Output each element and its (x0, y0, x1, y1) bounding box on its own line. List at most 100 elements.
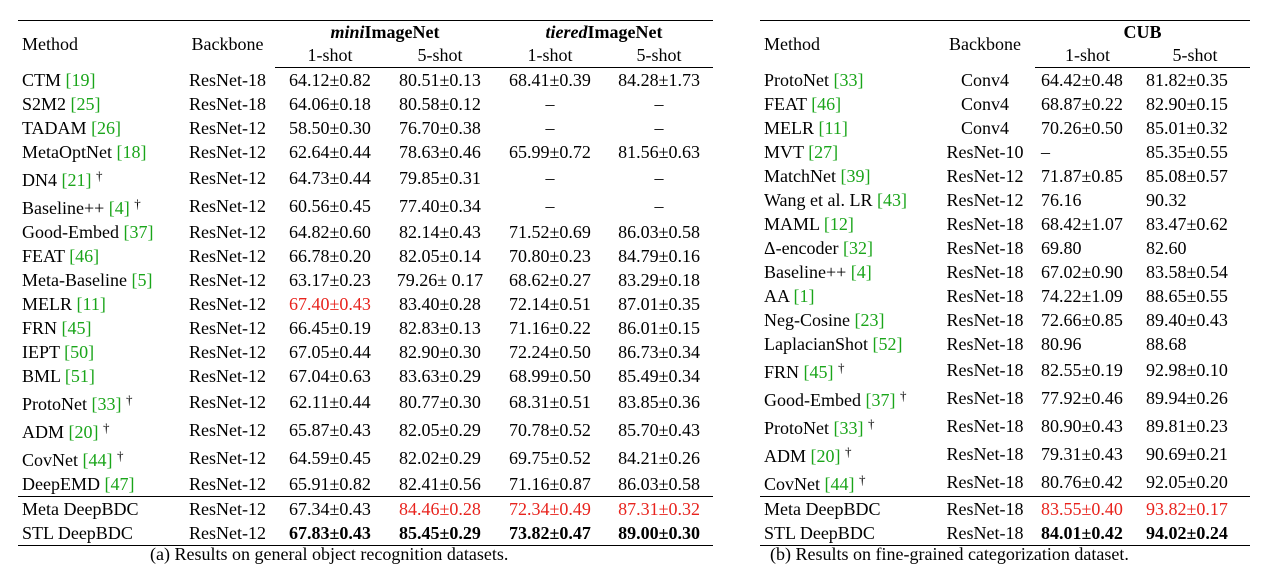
result-cell: 89.94±0.26 (1146, 388, 1228, 408)
method-cell: FRN [45] (18, 316, 180, 340)
result-cell: – (1041, 142, 1050, 162)
result-cell: 79.85±0.31 (399, 168, 481, 188)
result-cell: 74.22±1.09 (1041, 286, 1123, 306)
citation: [37] (865, 390, 896, 410)
dagger: † (117, 448, 124, 463)
result-cell: 90.32 (1146, 190, 1187, 210)
shot-header: 1-shot (1035, 44, 1140, 68)
method-cell: MVT [27] (760, 140, 935, 164)
citation: [44] (82, 450, 113, 470)
table-row: ProtoNet [33] Conv4 64.42±0.48 81.82±0.35 (760, 68, 1250, 93)
table-row: S2M2 [25] ResNet-18 64.06±0.18 80.58±0.12 – – (18, 92, 713, 116)
method-cell: Neg-Cosine [23] (760, 308, 935, 332)
result-cell: 80.51±0.13 (399, 70, 481, 90)
method-name: MELR (764, 118, 815, 138)
method-cell: TADAM [26] (18, 116, 180, 140)
result-cell: 82.83±0.13 (399, 318, 481, 338)
backbone-cell: Conv4 (960, 94, 1009, 114)
result-cell: 86.73±0.34 (618, 342, 700, 362)
result-cell: 82.41±0.56 (399, 474, 481, 494)
result-cell: 62.64±0.44 (289, 142, 371, 162)
method-name: Neg-Cosine (764, 310, 850, 330)
table-row: DN4 [21] † ResNet-12 64.73±0.44 79.85±0.31 –… (18, 164, 713, 192)
group-rest: ImageNet (587, 22, 663, 42)
result-cell: 62.11±0.44 (289, 392, 371, 412)
method-name: Meta DeepBDC (22, 499, 139, 519)
method-cell: Wang et al. LR [43] (760, 188, 935, 212)
header-cell: Backbone (191, 33, 264, 54)
method-cell: Meta DeepBDC (18, 496, 180, 521)
method-name: ADM (22, 422, 65, 442)
result-cell: 69.80 (1041, 238, 1082, 258)
method-cell: S2M2 [25] (18, 92, 180, 116)
backbone-cell: ResNet-12 (189, 448, 266, 468)
method-name: MAML (764, 214, 820, 234)
result-cell: 68.41±0.39 (509, 70, 591, 90)
table-row: Meta-Baseline [5] ResNet-12 63.17±0.23 79.2… (18, 268, 713, 292)
backbone-cell: ResNet-12 (189, 420, 266, 440)
result-cell: 86.03±0.58 (618, 474, 700, 494)
method-cell: DeepEMD [47] (18, 472, 180, 497)
result-cell: 85.08±0.57 (1146, 166, 1228, 186)
citation: [43] (877, 190, 908, 210)
table-row: CovNet [44] † ResNet-12 64.59±0.45 82.02±0.… (18, 444, 713, 472)
result-cell: 69.75±0.52 (509, 448, 591, 468)
citation: [46] (69, 246, 100, 266)
result-cell: 87.31±0.32 (605, 496, 714, 521)
citation: [47] (104, 474, 135, 494)
group-header: miniImageNet (275, 21, 495, 45)
citation: [23] (854, 310, 885, 330)
group-italic: tiered (545, 22, 588, 42)
backbone-cell: ResNet-12 (189, 142, 266, 162)
result-cell: 58.50±0.30 (289, 118, 371, 138)
result-cell: 88.68 (1146, 334, 1187, 354)
result-cell: 67.40±0.43 (289, 294, 371, 314)
result-cell: 83.58±0.54 (1146, 262, 1228, 282)
method-cell: LaplacianShot [52] (760, 332, 935, 356)
method-name: Good-Embed (22, 222, 119, 242)
table-row: CovNet [44] † ResNet-18 80.76±0.42 92.05±0.… (760, 468, 1250, 497)
method-cell: Good-Embed [37] † (760, 384, 935, 412)
citation: [46] (811, 94, 842, 114)
result-cell: 82.90±0.30 (399, 342, 481, 362)
shot-header: 5-shot (385, 44, 495, 68)
backbone-cell: ResNet-18 (946, 444, 1024, 464)
method-name: ProtoNet (764, 69, 829, 90)
citation: [18] (116, 142, 147, 162)
dagger: † (845, 444, 852, 459)
backbone-cell: Conv4 (960, 69, 1009, 90)
result-cell: – (654, 94, 664, 114)
method-cell: CovNet [44] † (18, 444, 180, 472)
method-cell: AA [1] (760, 284, 935, 308)
backbone-cell: ResNet-12 (189, 523, 266, 543)
result-cell: 93.82±0.17 (1140, 496, 1251, 521)
citation: [52] (872, 334, 903, 354)
result-cell: 83.40±0.28 (399, 294, 481, 314)
result-cell: 77.92±0.46 (1041, 388, 1123, 408)
result-cell: 81.82±0.35 (1146, 70, 1228, 90)
table-row: ADM [20] † ResNet-12 65.87±0.43 82.05±0.29 7… (18, 416, 713, 444)
table-row: STL DeepBDC ResNet-18 84.01±0.42 94.02±0.24 (760, 521, 1250, 546)
group-header: tieredImageNet (495, 21, 713, 45)
dagger: † (103, 420, 110, 435)
backbone-cell: ResNet-12 (189, 392, 266, 412)
result-cell: – (545, 94, 555, 114)
table-row: Baseline++ [4] † ResNet-12 60.56±0.45 77.40… (18, 192, 713, 220)
method-cell: Good-Embed [37] (18, 220, 180, 244)
method-cell: CTM [19] (18, 68, 180, 93)
citation: [37] (123, 222, 154, 242)
right-header: Method Backbone CUB 1-shot 5-shot (760, 21, 1251, 68)
method-name: FRN (764, 362, 800, 382)
result-cell: 83.55±0.40 (1035, 496, 1140, 521)
table-row: MAML [12] ResNet-18 68.42±1.07 83.47±0.62 (760, 212, 1250, 236)
method-cell: FEAT [46] (760, 92, 935, 116)
result-cell: 85.35±0.55 (1146, 142, 1228, 162)
backbone-cell: ResNet-18 (946, 214, 1024, 234)
result-cell: 67.02±0.90 (1041, 262, 1123, 282)
dagger: † (126, 392, 133, 407)
table-row: Meta DeepBDC ResNet-12 67.34±0.43 84.46±0.2… (18, 496, 714, 521)
method-cell: FEAT [46] (18, 244, 180, 268)
citation: [44] (824, 474, 855, 494)
citation: [33] (91, 394, 122, 414)
